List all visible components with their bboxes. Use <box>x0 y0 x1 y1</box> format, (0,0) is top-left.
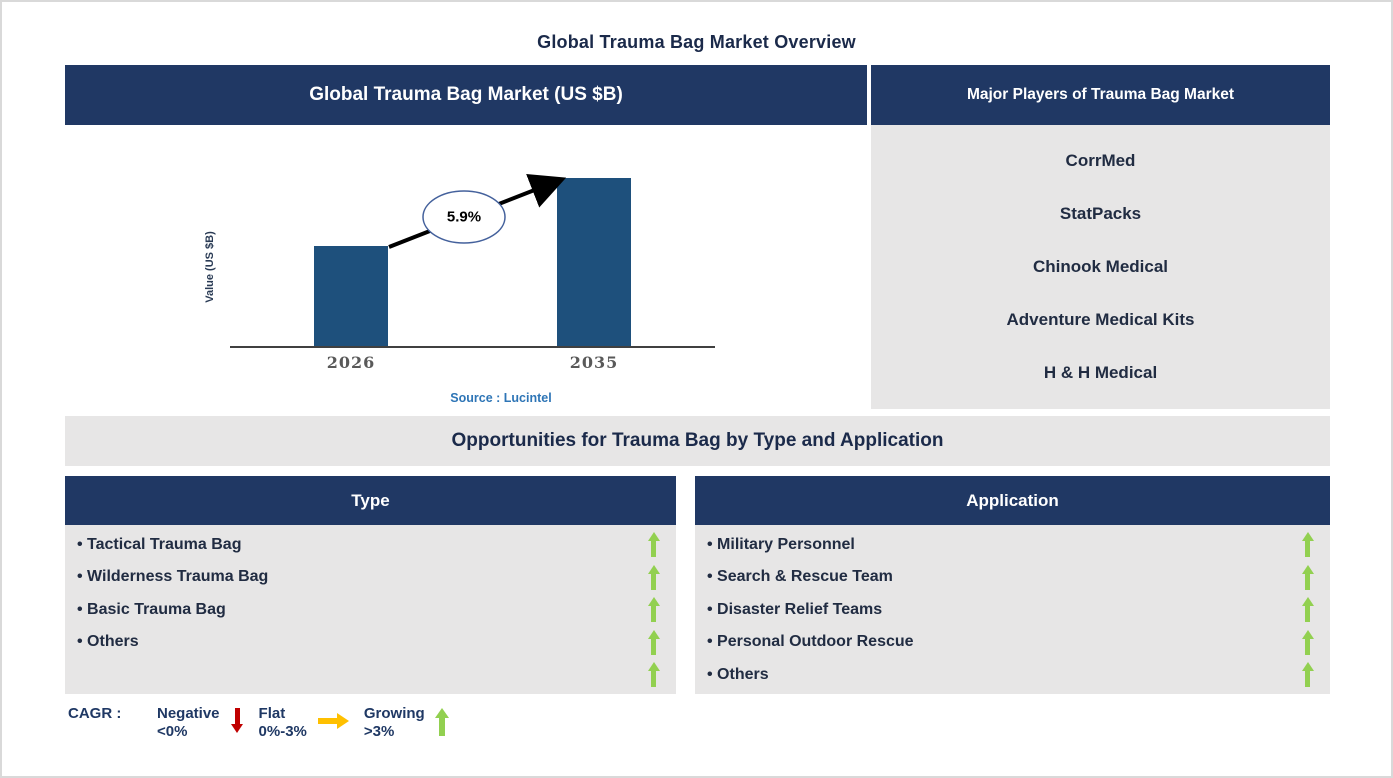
legend-negative-name: Negative <box>157 705 220 722</box>
legend-flat: Flat 0%-3% <box>259 705 349 741</box>
legend-growing-name: Growing <box>363 705 425 722</box>
trend-up-arrow-icon <box>1301 597 1314 622</box>
list-item: Search & Rescue Team <box>695 562 1330 592</box>
type-item-label: Tactical Trauma Bag <box>77 536 241 554</box>
bar-2026 <box>314 246 388 346</box>
cagr-legend-label: CAGR : <box>68 705 122 722</box>
market-chart-panel: Global Trauma Bag Market (US $B) Value (… <box>65 65 867 412</box>
application-item-label: Others <box>707 666 769 684</box>
application-panel: Application Military Personnel Search & … <box>695 476 1330 694</box>
list-item: Tactical Trauma Bag <box>65 530 676 560</box>
legend-flat-range: 0%-3% <box>258 723 307 740</box>
trend-up-arrow-icon <box>647 662 660 687</box>
tick-2026: 2026 <box>326 353 376 372</box>
player-name: Chinook Medical <box>1032 256 1169 276</box>
trend-up-arrow-icon <box>1301 662 1314 687</box>
trend-up-arrow-icon <box>1301 564 1314 590</box>
list-item: Disaster Relief Teams <box>695 595 1330 625</box>
tick-2035: 2035 <box>569 353 619 372</box>
source-note: Source : Lucintel <box>450 391 552 405</box>
legend-negative: Negative <0% <box>157 705 244 741</box>
list-item <box>65 660 676 690</box>
up-arrow-icon <box>435 708 450 736</box>
trend-up-arrow-icon <box>647 597 660 622</box>
y-axis-label: Value (US $B) <box>204 231 216 303</box>
legend-negative-range: <0% <box>157 723 188 740</box>
major-players-panel: Major Players of Trauma Bag Market CorrM… <box>871 65 1330 409</box>
x-axis <box>230 346 715 348</box>
opportunities-banner: Opportunities for Trauma Bag by Type and… <box>65 416 1330 466</box>
type-item-label: Basic Trauma Bag <box>77 601 226 619</box>
trend-up-arrow-icon <box>647 532 660 557</box>
legend-flat-name: Flat <box>258 705 286 722</box>
legend-growing-range: >3% <box>363 723 395 740</box>
bar-chart: Value (US $B) 5.9% 2026 2035 Source : Lu… <box>65 125 867 412</box>
type-panel: Type Tactical Trauma Bag Wilderness Trau… <box>65 476 676 694</box>
application-item-label: Disaster Relief Teams <box>707 601 882 619</box>
cagr-value: 5.9% <box>446 208 482 226</box>
major-players-list: CorrMed StatPacks Chinook Medical Advent… <box>871 125 1330 409</box>
trend-up-arrow-icon <box>647 564 660 590</box>
type-item-label: Wilderness Trauma Bag <box>77 568 268 586</box>
list-item: Others <box>695 660 1330 690</box>
list-item: Basic Trauma Bag <box>65 595 676 625</box>
major-players-header: Major Players of Trauma Bag Market <box>871 65 1330 125</box>
list-item: Wilderness Trauma Bag <box>65 562 676 592</box>
list-item: Others <box>65 627 676 657</box>
player-name: H & H Medical <box>1043 362 1158 382</box>
right-arrow-icon <box>317 713 349 729</box>
type-header: Type <box>65 476 676 525</box>
trend-up-arrow-icon <box>1301 629 1314 655</box>
application-header: Application <box>695 476 1330 525</box>
type-item-label: Others <box>77 633 139 651</box>
list-item: Personal Outdoor Rescue <box>695 627 1330 657</box>
application-list: Military Personnel Search & Rescue Team … <box>695 525 1330 694</box>
application-item-label: Personal Outdoor Rescue <box>707 633 914 651</box>
trend-up-arrow-icon <box>647 629 660 655</box>
cagr-legend: CAGR : Negative <0% Flat 0%-3% Growing >… <box>68 705 464 741</box>
type-list: Tactical Trauma Bag Wilderness Trauma Ba… <box>65 525 676 694</box>
legend-growing: Growing >3% <box>363 705 450 741</box>
player-name: CorrMed <box>1065 151 1136 171</box>
application-item-label: Military Personnel <box>707 536 855 554</box>
list-item: Military Personnel <box>695 530 1330 560</box>
market-chart-header: Global Trauma Bag Market (US $B) <box>65 65 867 125</box>
player-name: StatPacks <box>1059 204 1142 224</box>
growth-arrow-and-ellipse <box>388 173 567 249</box>
application-item-label: Search & Rescue Team <box>707 568 893 586</box>
player-name: Adventure Medical Kits <box>1006 309 1195 329</box>
trend-up-arrow-icon <box>1301 532 1314 557</box>
bar-2035 <box>557 178 631 346</box>
page-title: Global Trauma Bag Market Overview <box>537 32 856 52</box>
down-arrow-icon <box>231 708 244 733</box>
